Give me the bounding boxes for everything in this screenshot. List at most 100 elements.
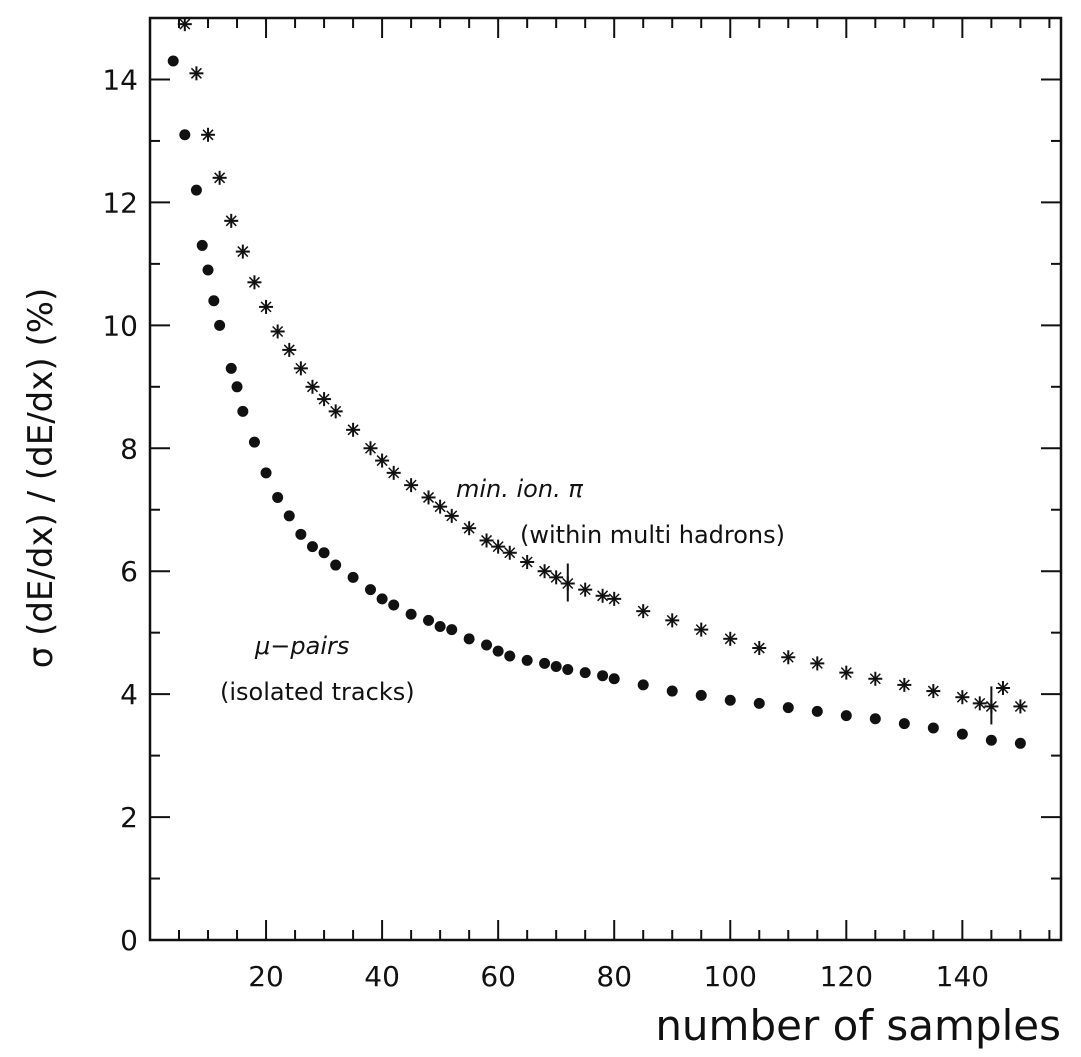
data-point-mu-pairs: [1014, 737, 1026, 749]
annotation-pi-subtitle: (within multi hadrons): [520, 521, 785, 549]
data-point-mu-pairs: [405, 608, 417, 620]
data-point-mu-pairs: [550, 660, 562, 672]
data-point-mu-pairs: [666, 685, 678, 697]
y-tick-label: 2: [120, 801, 138, 834]
data-point-mu-pairs: [840, 710, 852, 722]
data-point-mu-pairs: [562, 664, 574, 676]
data-point-min-ion-pi: [984, 686, 999, 725]
data-point-min-ion-pi: [781, 650, 796, 665]
data-point-min-ion-pi: [282, 342, 297, 357]
data-point-min-ion-pi: [636, 604, 651, 619]
data-point-min-ion-pi: [839, 665, 854, 680]
data-point-min-ion-pi: [560, 563, 575, 602]
data-point-mu-pairs: [272, 491, 284, 503]
data-point-mu-pairs: [597, 670, 609, 682]
x-tick-label: 20: [248, 960, 284, 993]
data-point-mu-pairs: [190, 184, 202, 196]
data-point-min-ion-pi: [346, 422, 361, 437]
data-point-mu-pairs: [306, 541, 318, 553]
data-point-mu-pairs: [388, 599, 400, 611]
data-point-min-ion-pi: [723, 631, 738, 646]
x-tick-label: 100: [704, 960, 757, 993]
y-tick-label: 6: [120, 555, 138, 588]
data-point-mu-pairs: [782, 702, 794, 714]
data-point-mu-pairs: [179, 129, 191, 141]
data-point-min-ion-pi: [502, 545, 517, 560]
x-tick-label: 80: [596, 960, 632, 993]
data-point-min-ion-pi: [433, 499, 448, 514]
data-point-mu-pairs: [423, 614, 435, 626]
data-point-min-ion-pi: [375, 453, 390, 468]
data-point-min-ion-pi: [462, 521, 477, 536]
data-point-min-ion-pi: [328, 404, 343, 419]
data-point-min-ion-pi: [972, 696, 987, 711]
data-point-min-ion-pi: [595, 588, 610, 603]
data-point-min-ion-pi: [1013, 699, 1028, 714]
data-point-min-ion-pi: [224, 213, 239, 228]
data-point-min-ion-pi: [995, 680, 1010, 695]
data-point-mu-pairs: [985, 734, 997, 746]
data-point-mu-pairs: [248, 436, 260, 448]
data-point-mu-pairs: [753, 697, 765, 709]
data-point-min-ion-pi: [578, 582, 593, 597]
data-point-mu-pairs: [927, 722, 939, 734]
data-point-min-ion-pi: [444, 508, 459, 523]
data-point-mu-pairs: [446, 624, 458, 636]
data-point-min-ion-pi: [212, 170, 227, 185]
series-min-ion-pi: [177, 17, 1028, 725]
data-point-mu-pairs: [898, 718, 910, 730]
x-tick-label: 60: [480, 960, 516, 993]
annotation-mu-subtitle: (isolated tracks): [220, 678, 415, 706]
data-point-min-ion-pi: [810, 656, 825, 671]
data-point-mu-pairs: [376, 593, 388, 605]
data-point-min-ion-pi: [404, 478, 419, 493]
data-point-mu-pairs: [167, 55, 179, 67]
data-point-mu-pairs: [521, 654, 533, 666]
data-point-min-ion-pi: [868, 671, 883, 686]
data-point-min-ion-pi: [694, 622, 709, 637]
data-point-mu-pairs: [196, 239, 208, 251]
y-axis-label: σ (dE/dx) / (dE/dx) (%): [21, 288, 61, 669]
annotation-pi-title: min. ion. π: [456, 475, 583, 503]
y-tick-label: 14: [102, 63, 138, 96]
data-point-min-ion-pi: [752, 641, 767, 656]
data-point-min-ion-pi: [549, 570, 564, 585]
data-point-min-ion-pi: [665, 613, 680, 628]
data-point-mu-pairs: [347, 571, 359, 583]
y-tick-label: 0: [120, 924, 138, 957]
data-point-mu-pairs: [956, 728, 968, 740]
data-point-min-ion-pi: [607, 591, 622, 606]
x-tick-label: 120: [820, 960, 873, 993]
x-axis-ticks: 20 40 60 80 100 120 140: [178, 18, 1051, 993]
data-point-mu-pairs: [237, 405, 249, 417]
data-point-min-ion-pi: [259, 299, 274, 314]
data-point-mu-pairs: [434, 621, 446, 633]
data-point-mu-pairs: [364, 584, 376, 596]
data-point-min-ion-pi: [520, 554, 535, 569]
y-tick-label: 10: [102, 309, 138, 342]
data-point-mu-pairs: [724, 694, 736, 706]
annotation-mu-title: μ−pairs: [254, 632, 349, 660]
data-point-min-ion-pi: [189, 66, 204, 81]
x-tick-label: 140: [936, 960, 989, 993]
data-point-min-ion-pi: [317, 392, 332, 407]
data-point-min-ion-pi: [247, 275, 262, 290]
data-point-min-ion-pi: [897, 677, 912, 692]
data-point-min-ion-pi: [235, 244, 250, 259]
data-point-mu-pairs: [695, 689, 707, 701]
data-point-min-ion-pi: [926, 684, 941, 699]
y-axis-ticks: 0 2 4 6 8 10 12 14: [102, 17, 1061, 957]
data-point-mu-pairs: [869, 713, 881, 725]
data-point-mu-pairs: [202, 264, 214, 276]
data-point-mu-pairs: [811, 705, 823, 717]
data-point-min-ion-pi: [270, 324, 285, 339]
data-point-mu-pairs: [225, 362, 237, 374]
data-point-min-ion-pi: [201, 127, 216, 142]
data-point-mu-pairs: [463, 633, 475, 645]
data-point-mu-pairs: [260, 467, 272, 479]
data-point-min-ion-pi: [363, 441, 378, 456]
x-tick-label: 40: [364, 960, 400, 993]
data-point-min-ion-pi: [537, 564, 552, 579]
plot-frame: [148, 16, 1063, 942]
